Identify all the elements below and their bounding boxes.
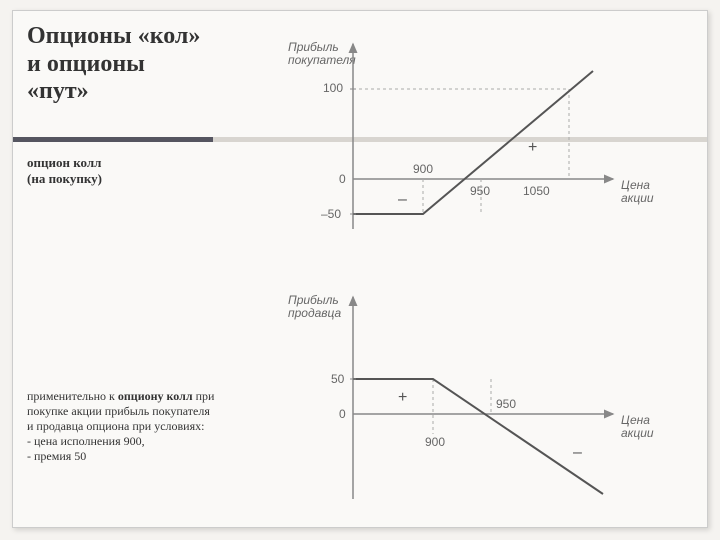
slide-frame: Опционы «кол» и опционы «пут» опцион кол… <box>12 10 708 528</box>
subtitle: опцион колл (на покупку) <box>27 155 102 186</box>
chart1-svg <box>253 29 683 259</box>
subtitle-line1: опцион колл <box>27 155 101 170</box>
divider-dark <box>13 137 213 142</box>
left-column: Опционы «кол» и опционы «пут» <box>27 23 207 106</box>
subtitle-line2: (на покупку) <box>27 171 102 186</box>
chart-area: Прибыль покупателя Цена акции 100 0 –50 … <box>253 29 683 519</box>
chart-seller: Прибыль продавца Цена акции 50 0 900 950… <box>253 279 683 509</box>
page-title: Опционы «кол» и опционы «пут» <box>27 23 207 106</box>
description: применительно к опциону колл при покупке… <box>27 389 217 464</box>
chart2-svg <box>253 279 683 509</box>
chart-buyer: Прибыль покупателя Цена акции 100 0 –50 … <box>253 29 683 259</box>
